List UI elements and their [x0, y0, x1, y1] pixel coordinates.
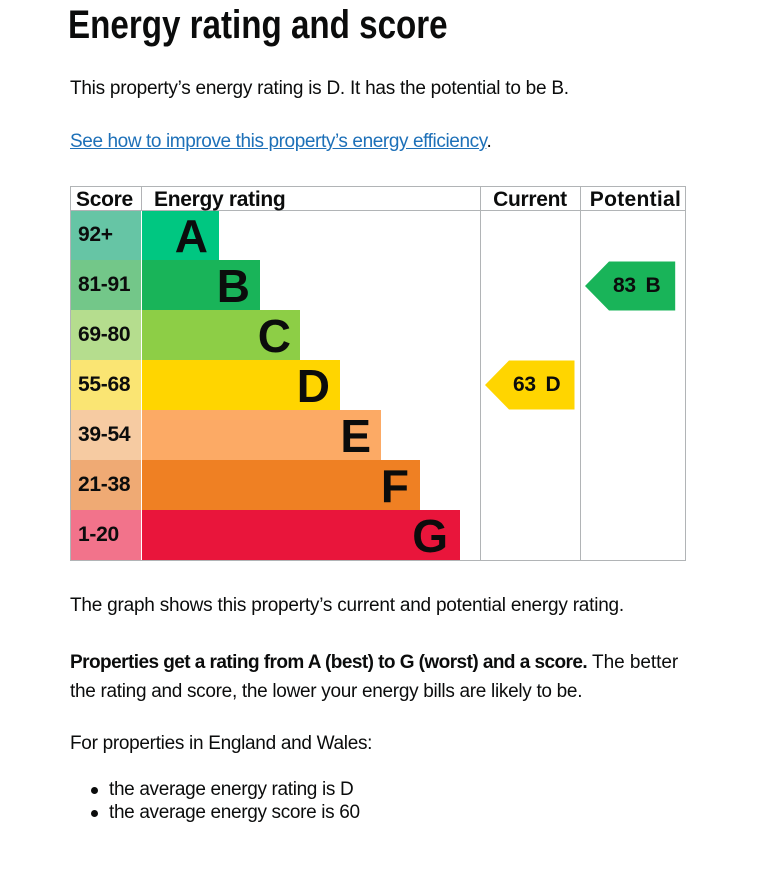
svg-text:63: 63 [513, 373, 536, 396]
svg-text:B: B [646, 274, 661, 297]
svg-text:83: 83 [613, 274, 636, 297]
svg-text:D: D [546, 373, 561, 396]
